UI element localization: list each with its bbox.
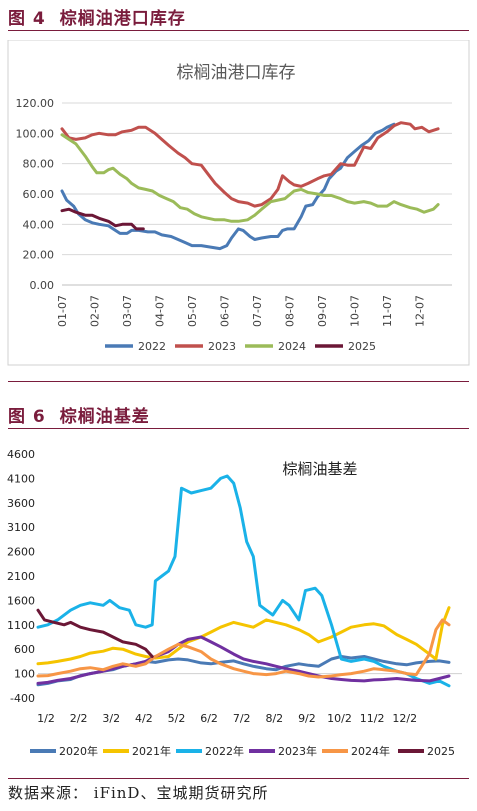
chart2-y-tick-label: 4100 (7, 472, 35, 485)
chart2-series-line-2022年 (36, 474, 451, 688)
figure2-title: 图 6 棕榈油基差 (8, 402, 164, 427)
chart2-legend-label: 2023年 (278, 744, 317, 758)
chart2-y-tick-label: 1100 (7, 619, 35, 632)
chart1-y-tick-label: 0.00 (30, 279, 55, 292)
chart2-series-line-2025 (36, 608, 154, 658)
chart2-x-tick-label: 7/2 (233, 712, 251, 725)
chart1-y-tick-label: 120.00 (16, 97, 55, 110)
section-divider (8, 381, 469, 382)
chart2-x-tick-label: 6/2 (200, 712, 218, 725)
chart1-x-axis: 01-07 02-07 03-07 04-07 05-07 06-07 07-07 08-07… (56, 284, 452, 327)
chart2-y-tick-label: 4600 (7, 448, 35, 461)
chart1-y-tick-label: 80.00 (23, 158, 55, 171)
figure2-heading: 棕榈油基差 (59, 407, 150, 427)
chart1-series (60, 121, 440, 251)
chart1-y-axis: 0.00 20.00 40.00 60.00 80.00 100.00 120.00 (16, 97, 55, 292)
chart1-title: 棕榈油港口库存 (177, 63, 296, 83)
chart1-legend-label: 2024 (278, 340, 306, 353)
figure1-heading: 棕榈油港口库存 (59, 9, 186, 29)
chart1-y-tick-label: 40.00 (23, 218, 55, 231)
chart1-x-tick-label: 03-07 (121, 295, 134, 327)
chart1-x-tick-label: 01-07 (56, 295, 69, 327)
inventory-chart: 棕榈油港口库存 0.00 20.00 40.00 60.00 80.00 100.00 12… (7, 40, 470, 366)
figure1-number: 图 4 (8, 9, 46, 29)
chart1-x-tick-label: 06-07 (219, 295, 232, 327)
chart2-y-tick-label: 3100 (7, 521, 35, 534)
chart2-y-axis: -400 100 600 1100 1600 2100 2600 3100 3600 4100 46… (7, 448, 35, 705)
chart2-y-tick-label: 2600 (7, 546, 35, 559)
chart1-x-tick-label: 12-07 (414, 295, 427, 327)
chart1-y-tick-label: 20.00 (23, 249, 55, 262)
chart1-legend: 2022 2023 2024 2025 (105, 340, 376, 353)
source-divider (8, 778, 469, 779)
chart2-legend-label: 2025 (427, 745, 455, 758)
chart2-legend-label: 2022年 (205, 744, 244, 758)
chart2-series (36, 474, 451, 688)
figure1-title: 图 4 棕榈油港口库存 (8, 4, 200, 29)
chart2-series-line-2024年 (36, 618, 451, 679)
chart2-x-tick-label: 5/2 (168, 712, 186, 725)
chart2-legend-label: 2024年 (351, 744, 390, 758)
figure2-number: 图 6 (8, 407, 46, 427)
chart2-x-tick-label: 12/2 (392, 712, 417, 725)
chart1-series-line-2022 (60, 122, 396, 251)
chart1-x-tick-label: 11-07 (381, 295, 394, 327)
figure1-header: 图 4 棕榈油港口库存 (8, 0, 469, 31)
chart1-x-tick-label: 07-07 (251, 295, 264, 327)
chart1-x-tick-label: 02-07 (89, 295, 102, 327)
chart1-x-tick-label: 08-07 (284, 295, 297, 327)
chart2-series-line-2023年 (36, 635, 451, 685)
chart2-series-line-2021年 (36, 606, 451, 666)
chart1-y-tick-label: 60.00 (23, 188, 55, 201)
chart1-series-line-2025 (60, 207, 145, 231)
chart1-x-tick-label: 10-07 (349, 295, 362, 327)
chart1-x-tick-label: 09-07 (316, 295, 329, 327)
chart1-legend-label: 2025 (348, 340, 376, 353)
figure2-header: 图 6 棕榈油基差 (8, 398, 469, 429)
chart1-y-tick-label: 100.00 (16, 127, 55, 140)
chart1-x-tick-label: 05-07 (186, 295, 199, 327)
chart2-x-tick-label: 4/2 (135, 712, 153, 725)
chart2-legend: 2020年 2021年 2022年 2023年 2024年 2025 (30, 744, 455, 758)
chart2-x-tick-label: 9/2 (298, 712, 316, 725)
chart2-y-tick-label: 600 (14, 643, 35, 656)
chart2-y-tick-label: 2100 (7, 570, 35, 583)
chart2-x-tick-label: 1/2 (37, 712, 55, 725)
chart1-series-line-2023 (60, 121, 440, 208)
chart1-series-line-2024 (60, 133, 440, 223)
chart2-y-tick-label: 100 (14, 668, 35, 681)
chart2-x-tick-label: 11/2 (360, 712, 385, 725)
chart1-legend-label: 2023 (208, 340, 236, 353)
chart1-legend-label: 2022 (138, 340, 166, 353)
chart2-x-tick-label: 8/2 (265, 712, 283, 725)
chart2-legend-label: 2021年 (132, 744, 171, 758)
chart2-y-tick-label: 1600 (7, 594, 35, 607)
source-note: 数据来源： iFinD、宝城期货研究所 (8, 784, 269, 802)
chart2-y-tick-label: -400 (10, 692, 35, 705)
chart2-x-axis: 1/2 2/2 3/2 4/2 5/2 6/2 7/2 8/2 9/2 10/2 11/2 12/2 (37, 673, 462, 725)
chart2-x-tick-label: 2/2 (70, 712, 88, 725)
chart2-legend-label: 2020年 (59, 744, 98, 758)
chart1-x-tick-label: 04-07 (154, 295, 167, 327)
chart2-x-tick-label: 3/2 (102, 712, 120, 725)
chart2-x-tick-label: 10/2 (327, 712, 352, 725)
chart2-title: 棕榈油基差 (282, 460, 357, 478)
chart2-y-tick-label: 3600 (7, 497, 35, 510)
basis-chart: 棕榈油基差 -400 100 600 1100 1600 2100 2600 3100 3600… (7, 448, 462, 758)
